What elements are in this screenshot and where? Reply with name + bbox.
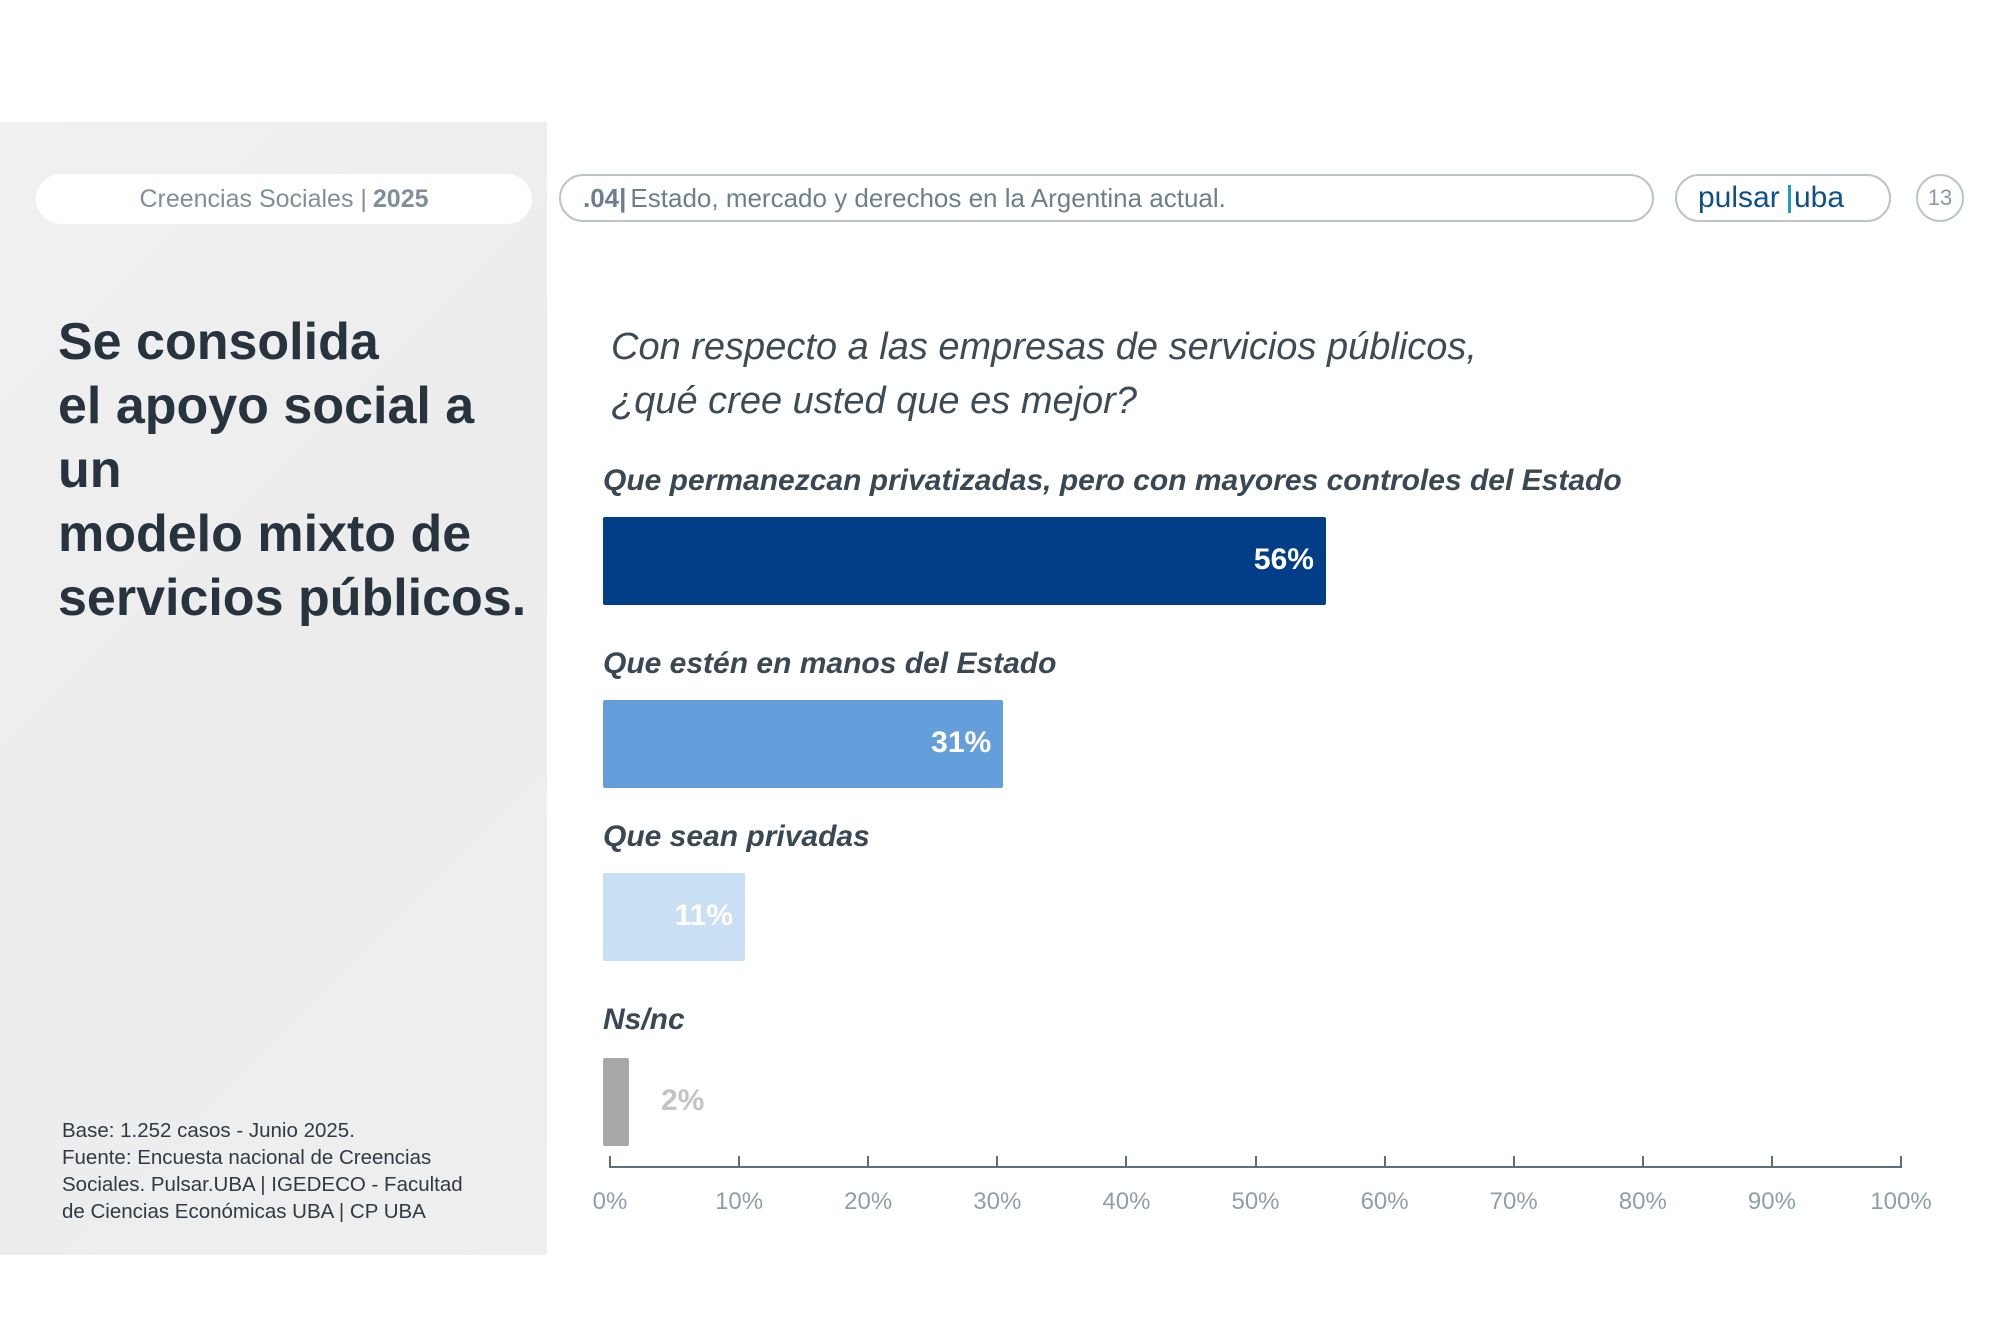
headline-line-4: servicios públicos. [58, 569, 527, 627]
x-tick-label-7: 70% [1489, 1188, 1538, 1215]
question-line-1: Con respecto a las empresas de servicios… [611, 326, 1477, 368]
x-tick-2 [867, 1156, 870, 1168]
series-name: Creencias Sociales | [139, 184, 367, 213]
x-tick-label-6: 60% [1360, 1188, 1409, 1215]
chart-question: Con respecto a las empresas de servicios… [611, 320, 1611, 428]
bar-value-1: 31% [931, 726, 992, 759]
x-tick-label-3: 30% [973, 1188, 1022, 1215]
x-tick-0 [609, 1156, 611, 1168]
x-tick-label-2: 20% [844, 1188, 893, 1215]
x-tick-7 [1512, 1156, 1515, 1168]
source-note: Base: 1.252 casos - Junio 2025. Fuente: … [62, 1117, 502, 1225]
x-tick-label-4: 40% [1102, 1188, 1151, 1215]
page-number: 13 [1916, 174, 1964, 222]
source-line-1: Base: 1.252 casos - Junio 2025. [62, 1119, 355, 1142]
x-tick-8 [1641, 1156, 1644, 1168]
left-panel: Creencias Sociales | 2025 Se consolida e… [0, 122, 547, 1255]
section-title-pill: .04| Estado, mercado y derechos en la Ar… [559, 174, 1654, 222]
source-line-4: de Ciencias Económicas UBA | CP UBA [62, 1200, 426, 1223]
section-title: Estado, mercado y derechos en la Argenti… [630, 182, 1226, 213]
x-tick-6 [1383, 1156, 1386, 1168]
bar-value-0: 56% [1253, 543, 1314, 576]
svg-text:uba: uba [1794, 181, 1844, 214]
pulsar-uba-logo-mark: pulsar uba [1698, 181, 1844, 214]
svg-text:pulsar: pulsar [1698, 181, 1780, 214]
x-tick-label-8: 80% [1618, 1188, 1667, 1215]
x-tick-5 [1254, 1156, 1257, 1168]
headline-line-2: el apoyo social a un [58, 377, 475, 499]
question-line-2: ¿qué cree usted que es mejor? [611, 380, 1137, 422]
x-tick-3 [996, 1156, 999, 1168]
headline: Se consolida el apoyo social a un modelo… [58, 310, 538, 630]
bar-0: 56% [603, 517, 1326, 605]
headline-line-3: modelo mixto de [58, 505, 472, 563]
bar-3: 2% [603, 1058, 704, 1146]
x-tick-1 [738, 1156, 741, 1168]
bar-1: 31% [603, 700, 1004, 788]
x-tick-label-5: 50% [1231, 1188, 1280, 1215]
series-year: 2025 [372, 184, 429, 213]
x-tick-label-9: 90% [1747, 1188, 1796, 1215]
x-tick-label-1: 10% [715, 1188, 764, 1215]
x-tick-9 [1770, 1156, 1773, 1168]
x-tick-4 [1125, 1156, 1128, 1168]
bar-value-3: 2% [661, 1084, 705, 1117]
category-label-2: Que sean privadas [603, 820, 870, 853]
bar-chart: Que permanezcan privatizadas, pero con m… [0, 122, 2000, 1255]
source-line-3: Sociales. Pulsar.UBA | IGEDECO - Faculta… [62, 1173, 463, 1196]
category-label-3: Ns/nc [603, 1003, 685, 1036]
source-line-2: Fuente: Encuesta nacional de Creencias [62, 1146, 432, 1169]
category-label-0: Que permanezcan privatizadas, pero con m… [603, 464, 1622, 497]
series-title-pill: Creencias Sociales | 2025 [36, 174, 532, 224]
headline-line-1: Se consolida [58, 313, 379, 371]
category-label-1: Que estén en manos del Estado [603, 647, 1057, 680]
x-tick-label-0: 0% [592, 1188, 628, 1215]
pulsar-uba-logo: pulsar uba [1675, 174, 1891, 222]
section-number: .04| [583, 182, 627, 213]
x-tick-label-10: 100% [1870, 1188, 1932, 1215]
bar-2: 11% [603, 873, 745, 961]
slide: Creencias Sociales | 2025 Se consolida e… [0, 122, 2000, 1255]
x-tick-10 [1900, 1156, 1902, 1168]
bar-value-2: 11% [674, 899, 733, 932]
